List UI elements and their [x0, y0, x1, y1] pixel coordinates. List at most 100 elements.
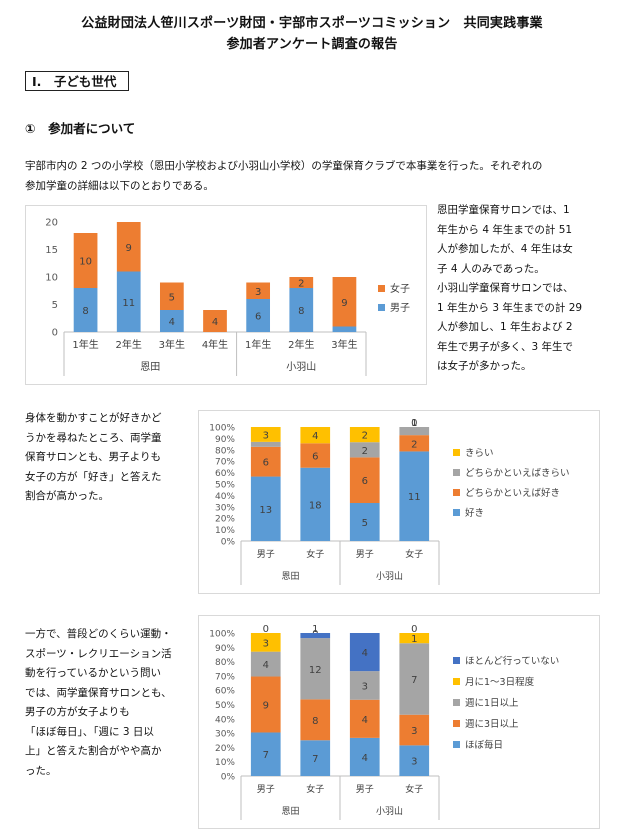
y-tick-label: 10% — [215, 526, 235, 536]
y-tick-label: 20% — [215, 744, 235, 754]
text3-line: 「ほぼ毎日」、「週に 3 日以 — [25, 725, 154, 738]
data-label: 13 — [259, 505, 272, 516]
bar-segment — [250, 651, 281, 677]
bar-segment — [246, 299, 271, 332]
like-chart-frame: 0%10%20%30%40%50%60%70%80%90%100%13613男子… — [198, 410, 600, 594]
data-label: 9 — [263, 701, 269, 712]
data-label: 10 — [79, 257, 92, 268]
x-tick-label: 2年生 — [116, 338, 142, 351]
bar-segment — [349, 699, 380, 738]
group-label: 恩田 — [281, 806, 299, 817]
data-label: 4 — [212, 317, 218, 328]
bar-segment — [399, 633, 430, 644]
legend-label: どちらかといえば好き — [465, 487, 560, 499]
text1-line: 人が参加し、1 年生および 2 — [437, 321, 573, 333]
x-tick-label: 女子 — [306, 783, 324, 795]
data-label: 9 — [126, 243, 132, 254]
data-label: 5 — [362, 518, 368, 529]
legend-label: 週に3日以上 — [465, 718, 519, 730]
bar-segment — [300, 740, 331, 776]
data-label: 4 — [362, 753, 368, 764]
intro-line-1: 宇部市内の 2 つの小学校（恩田小学校および小羽山小学校）の学童保育クラブで本事… — [25, 160, 543, 172]
y-tick-label: 80% — [215, 658, 235, 668]
text3-line: 男子の方が女子よりも — [25, 706, 130, 718]
data-label: 11 — [408, 492, 421, 503]
data-label: 6 — [263, 458, 269, 469]
bar-segment — [289, 288, 314, 332]
data-label: 6 — [312, 452, 318, 463]
bar-segment — [300, 467, 331, 541]
participants-chart-frame: 051015208101年生1192年生453年生044年生631年生822年生… — [25, 205, 427, 385]
y-tick-label: 80% — [215, 446, 235, 456]
data-label: 0 — [263, 624, 269, 635]
group-label: 小羽山 — [376, 806, 403, 817]
bar-segment — [116, 271, 141, 332]
text3-line: スポーツ・レクリエーション活 — [25, 647, 172, 660]
bar-segment — [116, 222, 141, 272]
text1-line: 人が参加したが、4 年生は女 — [437, 243, 573, 255]
y-tick-label: 0% — [221, 538, 236, 548]
text1-line: 小羽山学童保育サロンでは、 — [437, 282, 574, 294]
data-label: 4 — [169, 317, 175, 328]
bar-segment — [250, 676, 281, 733]
x-tick-label: 1年生 — [245, 338, 271, 351]
data-label: 3 — [263, 638, 269, 649]
x-tick-label: 1年生 — [72, 338, 98, 351]
bar-segment — [399, 643, 430, 715]
text3-line: った。 — [25, 764, 57, 777]
data-label: 12 — [309, 665, 322, 676]
onda-koha-summary: 恩田学童保育サロンでは、1 年生から 4 年生までの計 51 人が参加したが、4 年… — [437, 201, 607, 377]
y-tick-label: 100% — [209, 424, 235, 434]
legend-swatch — [453, 449, 460, 456]
text1-line: 年生で男子が多く、3 年生で — [437, 340, 574, 353]
y-tick-label: 50% — [215, 481, 235, 491]
y-tick-label: 5 — [52, 300, 58, 311]
frequency-summary: 一方で、普段どのくらい運動・ スポーツ・レクリエーション活 動を行っているかという問… — [25, 625, 190, 781]
x-tick-label: 女子 — [405, 783, 423, 795]
legend-label: 週に1日以上 — [465, 697, 519, 709]
bar-segment — [349, 737, 380, 776]
y-tick-label: 40% — [215, 715, 235, 725]
data-label: 6 — [362, 476, 368, 487]
y-tick-label: 90% — [215, 435, 235, 445]
subsection-heading: ① 参加者について — [25, 121, 136, 136]
group-label: 恩田 — [281, 571, 299, 582]
group-label: 小羽山 — [376, 571, 403, 582]
bar-segment — [73, 233, 98, 288]
data-label: 3 — [411, 726, 417, 737]
x-tick-label: 2年生 — [288, 338, 314, 351]
x-tick-label: 3年生 — [331, 338, 357, 351]
bar-segment — [349, 671, 380, 700]
data-label: 3 — [263, 430, 269, 441]
y-tick-label: 0% — [221, 773, 236, 783]
bar-segment — [300, 633, 331, 639]
data-label: 7 — [263, 750, 269, 761]
data-label: 2 — [298, 279, 304, 290]
legend-swatch — [453, 657, 460, 664]
text2-line: うかを尋ねたところ、両学童 — [25, 431, 162, 444]
legend-label: 男子 — [390, 302, 410, 314]
bar-segment — [73, 288, 98, 332]
intro-line-2: 参加学童の詳細は以下のとおりである。 — [25, 179, 214, 192]
group-label: 小羽山 — [286, 361, 316, 373]
y-tick-label: 30% — [215, 730, 235, 740]
legend-label: ほぼ毎日 — [465, 739, 503, 751]
x-tick-label: 女子 — [405, 548, 423, 560]
data-label: 4 — [263, 660, 269, 671]
data-label: 0 — [411, 418, 417, 429]
text2-line: 割合が高かった。 — [25, 490, 109, 502]
legend-swatch — [453, 678, 460, 685]
legend-swatch — [453, 699, 460, 706]
legend-swatch — [453, 720, 460, 727]
bar-segment — [250, 441, 281, 447]
bar-segment — [399, 451, 430, 541]
document-title: 公益財団法人笹川スポーツ財団・宇部市スポーツコミッション 共同実践事業 — [81, 16, 543, 31]
legend-swatch — [453, 469, 460, 476]
y-tick-label: 20 — [45, 218, 58, 229]
data-label: 2 — [411, 439, 417, 450]
data-label: 1 — [411, 418, 417, 429]
frequency-chart-frame: 0% 10% 20% 30% 40% 50% 60% 70% 80% 90% 100% 7 9 4 3 0 男子… — [198, 615, 600, 829]
y-tick-label: 0 — [52, 328, 58, 339]
bar-segment — [399, 435, 430, 452]
y-tick-label: 20% — [215, 515, 235, 525]
